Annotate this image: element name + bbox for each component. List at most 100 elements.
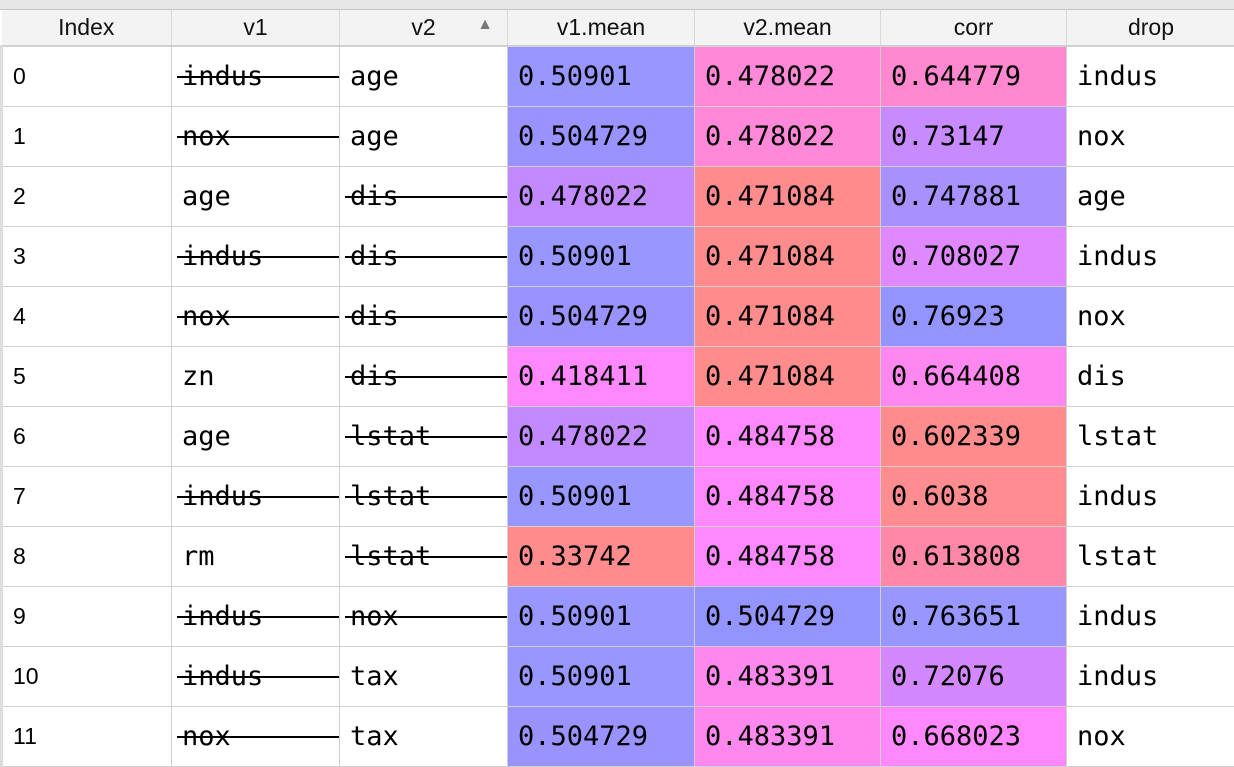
cell-v1[interactable]: nox	[172, 706, 340, 766]
cell-v2-mean[interactable]: 0.478022	[695, 46, 881, 106]
cell-v1-mean[interactable]: 0.478022	[508, 166, 695, 226]
cell-corr[interactable]: 0.73147	[881, 106, 1067, 166]
cell-drop[interactable]: indus	[1067, 226, 1234, 286]
cell-v2-mean[interactable]: 0.483391	[695, 706, 881, 766]
cell-v2[interactable]: dis	[340, 286, 508, 346]
cell-v1[interactable]: indus	[172, 226, 340, 286]
cell-v1[interactable]: indus	[172, 586, 340, 646]
cell-drop[interactable]: lstat	[1067, 406, 1234, 466]
cell-v1[interactable]: indus	[172, 466, 340, 526]
cell-v1-mean[interactable]: 0.50901	[508, 226, 695, 286]
cell-index[interactable]: 10	[2, 646, 172, 706]
cell-v2[interactable]: dis	[340, 166, 508, 226]
cell-v2[interactable]: lstat	[340, 466, 508, 526]
cell-v2[interactable]: age	[340, 106, 508, 166]
cell-v1[interactable]: zn	[172, 346, 340, 406]
cell-v1-mean[interactable]: 0.50901	[508, 586, 695, 646]
cell-v2[interactable]: age	[340, 46, 508, 106]
cell-drop[interactable]: lstat	[1067, 526, 1234, 586]
column-header-corr[interactable]: corr	[881, 10, 1067, 46]
cell-v2-mean[interactable]: 0.504729	[695, 586, 881, 646]
cell-corr[interactable]: 0.613808	[881, 526, 1067, 586]
sort-ascending-icon[interactable]: ▲	[477, 16, 493, 34]
cell-v2-mean[interactable]: 0.471084	[695, 346, 881, 406]
cell-v2[interactable]: lstat	[340, 406, 508, 466]
cell-index[interactable]: 1	[2, 106, 172, 166]
cell-v1-mean[interactable]: 0.50901	[508, 466, 695, 526]
cell-corr[interactable]: 0.76923	[881, 286, 1067, 346]
cell-v2-mean[interactable]: 0.484758	[695, 406, 881, 466]
cell-corr[interactable]: 0.602339	[881, 406, 1067, 466]
cell-corr[interactable]: 0.664408	[881, 346, 1067, 406]
cell-v1-mean[interactable]: 0.50901	[508, 646, 695, 706]
cell-drop[interactable]: indus	[1067, 466, 1234, 526]
cell-index[interactable]: 11	[2, 706, 172, 766]
cell-index[interactable]: 5	[2, 346, 172, 406]
column-header-v1[interactable]: v1	[172, 10, 340, 46]
cell-v2-mean[interactable]: 0.471084	[695, 166, 881, 226]
cell-index[interactable]: 7	[2, 466, 172, 526]
cell-index[interactable]: 3	[2, 226, 172, 286]
cell-v2[interactable]: nox	[340, 586, 508, 646]
cell-v1-mean[interactable]: 0.504729	[508, 106, 695, 166]
cell-v1[interactable]: age	[172, 166, 340, 226]
cell-v2[interactable]: dis	[340, 226, 508, 286]
cell-v1-mean[interactable]: 0.50901	[508, 46, 695, 106]
cell-corr[interactable]: 0.668023	[881, 706, 1067, 766]
cell-v1-mean[interactable]: 0.504729	[508, 706, 695, 766]
column-header-v1-mean[interactable]: v1.mean	[508, 10, 695, 46]
cell-v1-mean[interactable]: 0.478022	[508, 406, 695, 466]
cell-corr[interactable]: 0.747881	[881, 166, 1067, 226]
cell-corr[interactable]: 0.708027	[881, 226, 1067, 286]
cell-corr[interactable]: 0.6038	[881, 466, 1067, 526]
cell-drop[interactable]: nox	[1067, 106, 1234, 166]
cell-drop[interactable]: age	[1067, 166, 1234, 226]
cell-index[interactable]: 0	[2, 46, 172, 106]
cell-v2-mean[interactable]: 0.471084	[695, 226, 881, 286]
cell-corr[interactable]: 0.644779	[881, 46, 1067, 106]
cell-v2[interactable]: dis	[340, 346, 508, 406]
cell-drop[interactable]: indus	[1067, 586, 1234, 646]
cell-drop[interactable]: nox	[1067, 706, 1234, 766]
cell-index[interactable]: 2	[2, 166, 172, 226]
cell-v2-mean[interactable]: 0.484758	[695, 526, 881, 586]
cell-corr[interactable]: 0.72076	[881, 646, 1067, 706]
cell-v2-mean[interactable]: 0.471084	[695, 286, 881, 346]
cell-v2[interactable]: lstat	[340, 526, 508, 586]
cell-v2[interactable]: tax	[340, 646, 508, 706]
column-header-index[interactable]: Index	[2, 10, 172, 46]
column-header-v2-mean[interactable]: v2.mean	[695, 10, 881, 46]
cell-v1[interactable]: rm	[172, 526, 340, 586]
cell-v2[interactable]: tax	[340, 706, 508, 766]
cell-index[interactable]: 8	[2, 526, 172, 586]
cell-drop[interactable]: nox	[1067, 286, 1234, 346]
cell-v1-mean[interactable]: 0.504729	[508, 286, 695, 346]
cell-v1-mean[interactable]: 0.418411	[508, 346, 695, 406]
cell-drop[interactable]: indus	[1067, 46, 1234, 106]
column-header-v2[interactable]: v2▲	[340, 10, 508, 46]
cell-v1[interactable]: nox	[172, 106, 340, 166]
cell-v2-mean[interactable]: 0.478022	[695, 106, 881, 166]
cell-v1[interactable]: nox	[172, 286, 340, 346]
cell-index[interactable]: 9	[2, 586, 172, 646]
cell-v2-mean[interactable]: 0.484758	[695, 466, 881, 526]
cell-v1-mean[interactable]: 0.33742	[508, 526, 695, 586]
cell-v1[interactable]: indus	[172, 646, 340, 706]
cell-index[interactable]: 4	[2, 286, 172, 346]
cell-drop[interactable]: indus	[1067, 646, 1234, 706]
cell-v2-mean[interactable]: 0.483391	[695, 646, 881, 706]
cell-drop[interactable]: dis	[1067, 346, 1234, 406]
column-header-drop[interactable]: drop	[1067, 10, 1234, 46]
